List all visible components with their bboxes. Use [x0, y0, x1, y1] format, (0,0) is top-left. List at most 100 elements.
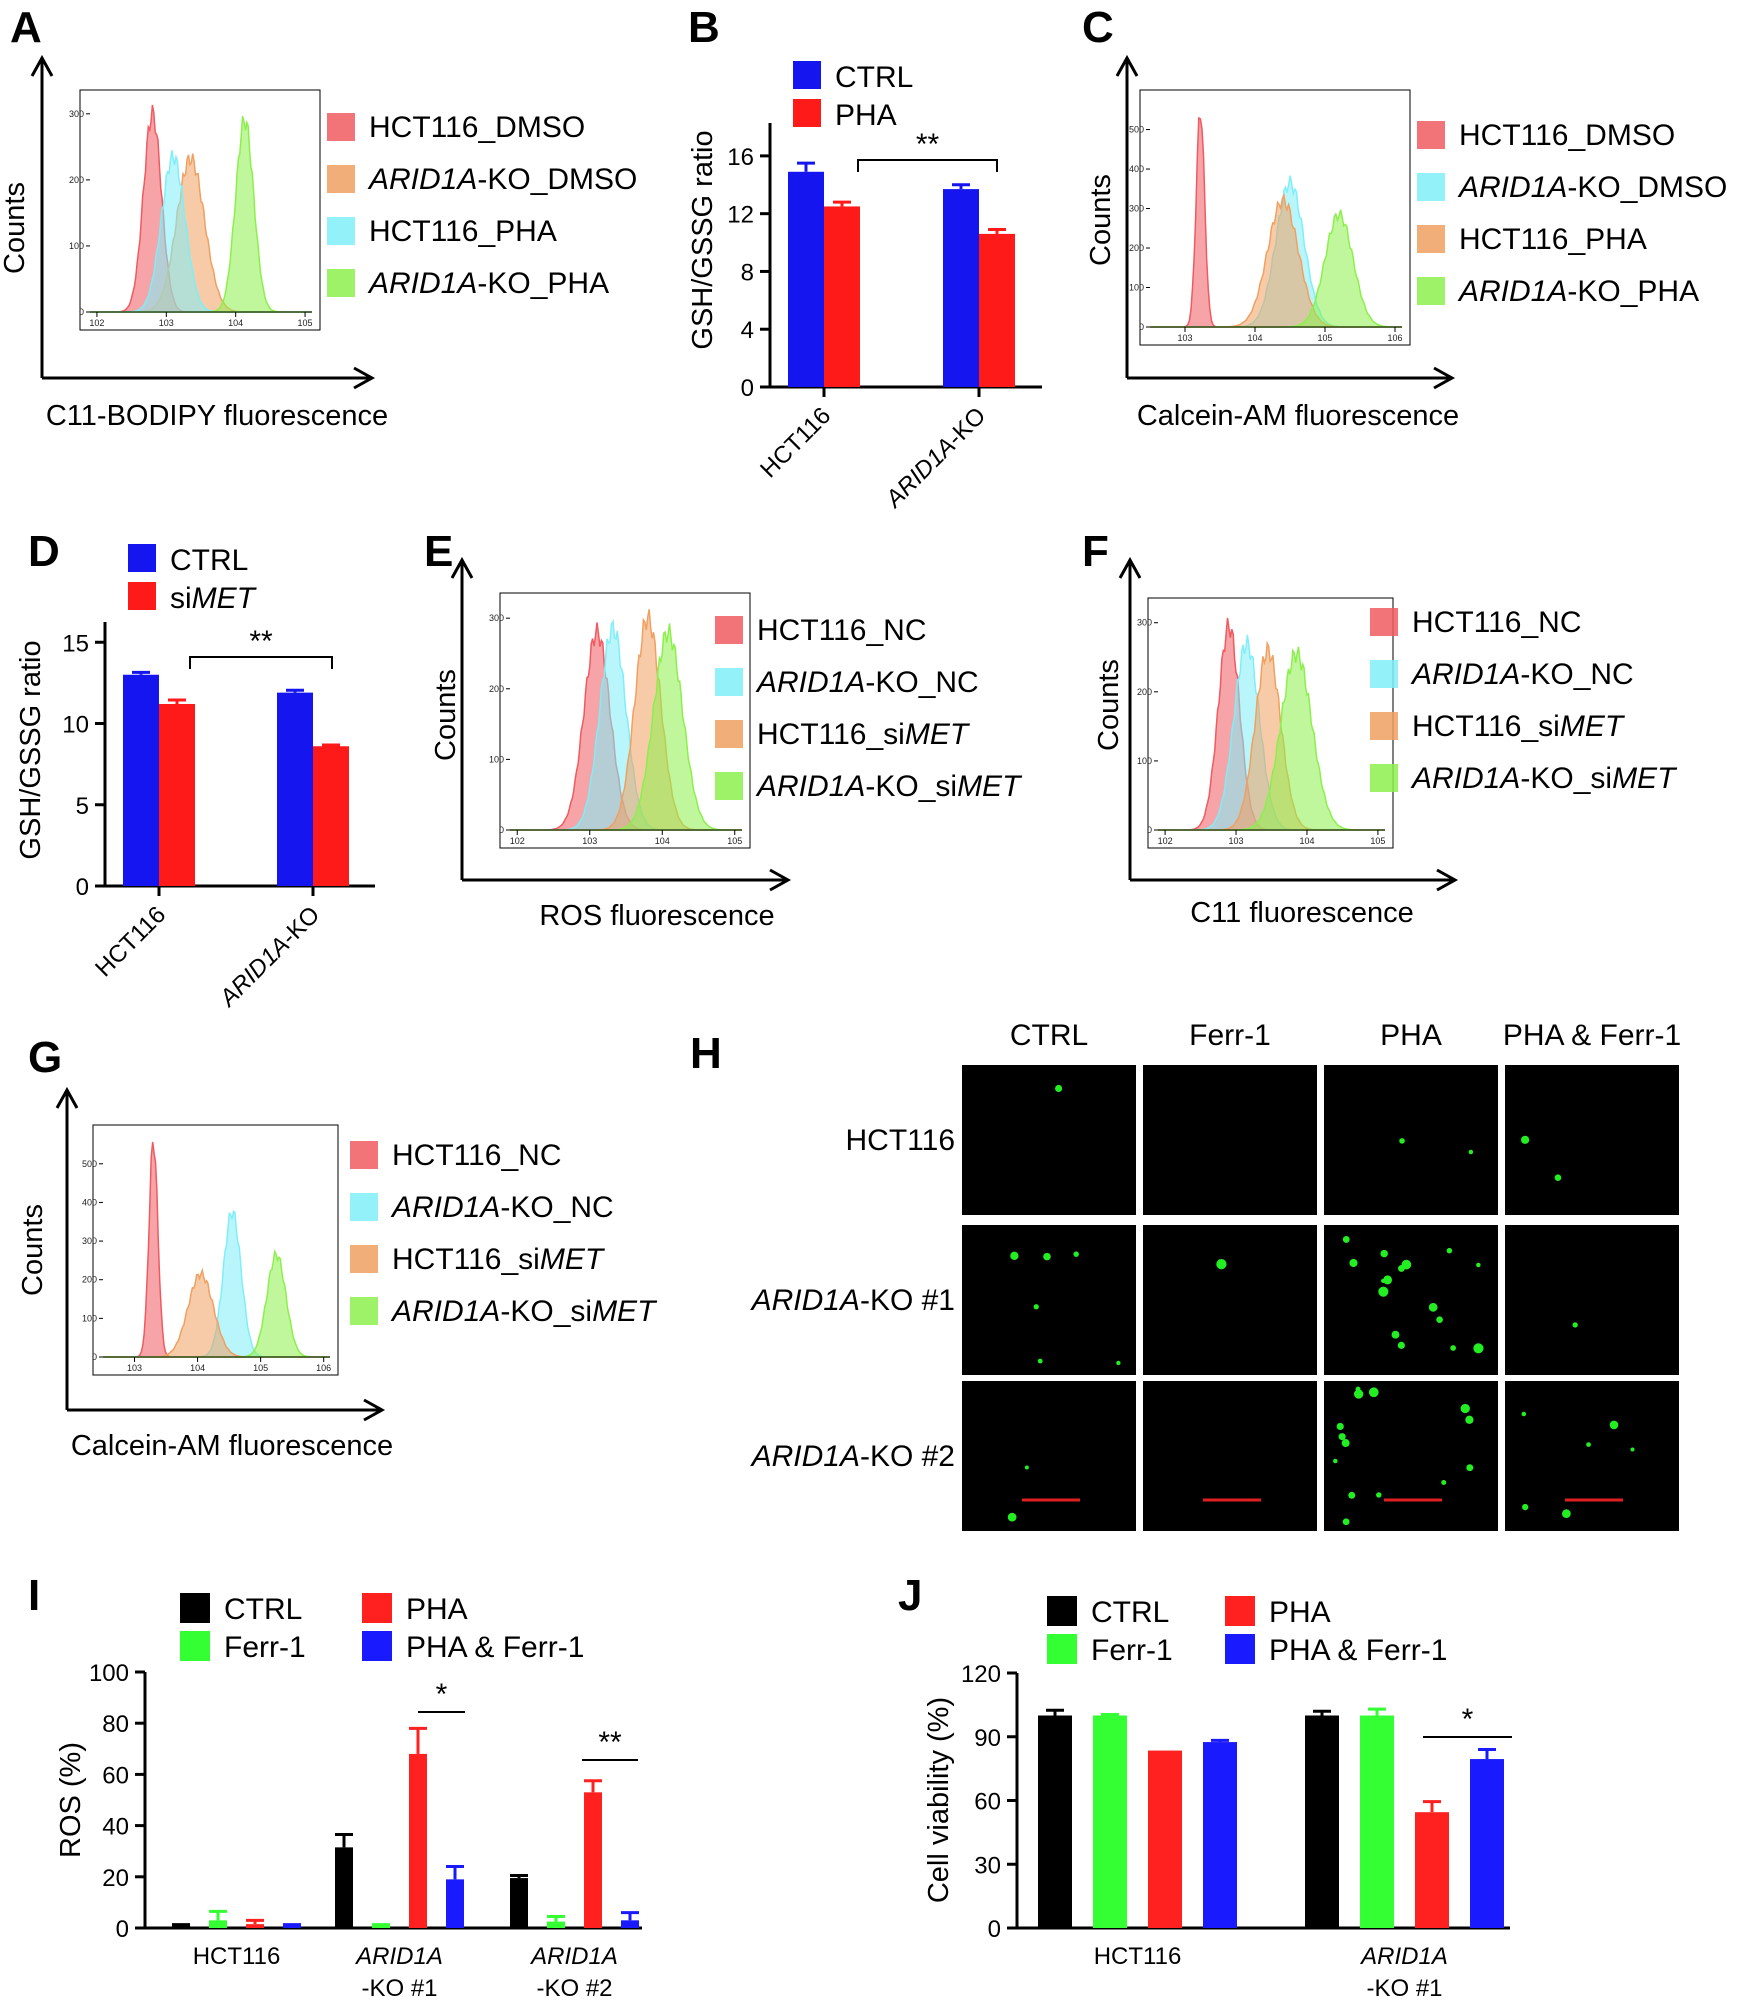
- x-axis-label: Calcein-AM fluorescence: [71, 1430, 393, 1462]
- row-label-text: -KO #1: [860, 1284, 955, 1317]
- fluorescent-cell: [1468, 1149, 1474, 1155]
- y-tick-label: 20: [102, 1865, 129, 1892]
- legend-swatch: [1417, 173, 1445, 201]
- fluorescent-cell: [1355, 1386, 1361, 1392]
- y-tick-label: 100: [1129, 283, 1144, 293]
- legend-label-text: HCT116_PHA: [1459, 223, 1647, 256]
- y-tick-label: 0: [741, 375, 754, 402]
- y-tick-label: 8: [741, 259, 754, 286]
- fluorescent-cell: [1378, 1286, 1389, 1297]
- legend-label: ARID1A-KO_PHA: [1457, 275, 1699, 308]
- x-axis-label: ROS fluorescence: [539, 900, 774, 932]
- legend-swatch: [327, 165, 355, 193]
- y-tick-label: 0: [92, 1352, 97, 1362]
- legend-label-text: HCT116_si: [392, 1243, 540, 1276]
- x-tick-label: HCT116: [193, 1943, 281, 1970]
- legend-swatch: [793, 99, 821, 127]
- fluorescent-cell: [1043, 1252, 1051, 1261]
- y-tick-label: 0: [1139, 322, 1144, 332]
- bar-PHA & Ferr-1: [283, 1925, 301, 1928]
- micrograph-image: [1324, 1381, 1498, 1531]
- legend-swatch: [362, 1593, 392, 1623]
- legend-label: ARID1A-KO_NC: [755, 666, 979, 699]
- x-tick-label-line2: -KO #2: [536, 1975, 612, 2002]
- bar-CTRL: [277, 692, 313, 886]
- y-tick-label: 10: [62, 712, 89, 739]
- fluorescent-cell: [1342, 1518, 1350, 1526]
- legend-swatch: [327, 269, 355, 297]
- panel-E: E 102 103 104 105 0 100 200 300 ROS fluorescence C…: [424, 527, 1023, 932]
- x-tick-label: 104: [190, 1363, 205, 1373]
- bar-PHA: [409, 1753, 427, 1928]
- legend-label-italic: ARID1A: [367, 163, 477, 196]
- x-tick-label: 103: [159, 318, 174, 328]
- y-tick-label: 4: [741, 317, 754, 344]
- y-tick-label: 0: [116, 1916, 129, 1943]
- legend-label: HCT116_DMSO: [1459, 119, 1675, 152]
- fluorescent-cell: [1024, 1465, 1029, 1470]
- y-tick-label: 300: [82, 1236, 97, 1246]
- fluorescent-cell: [1073, 1251, 1079, 1257]
- x-tick-label: 104: [1299, 836, 1314, 846]
- x-axis-label: C11-BODIPY fluorescence: [46, 400, 388, 432]
- hist-x-arrow: [363, 1398, 386, 1422]
- fluorescent-cell: [1341, 1439, 1350, 1448]
- bar-Ferr-1: [209, 1920, 227, 1928]
- panel-letter-C: C: [1082, 3, 1114, 52]
- legend-swatch: [350, 1245, 378, 1273]
- significance-label: *: [436, 1678, 448, 1711]
- legend-label: ARID1A-KO_PHA: [367, 267, 609, 300]
- bar-PHA: [246, 1924, 264, 1928]
- fluorescent-cell: [1554, 1174, 1562, 1182]
- legend-label: ARID1A-KO_siMET: [1410, 762, 1678, 795]
- y-tick-label: 100: [1137, 756, 1152, 766]
- legend-label: siMET: [170, 582, 258, 615]
- legend-swatch: [128, 582, 156, 610]
- y-axis-label: Counts: [1093, 659, 1125, 751]
- fluorescent-cell: [1055, 1084, 1063, 1093]
- fluorescent-cell: [1522, 1503, 1529, 1511]
- y-tick-label: 500: [82, 1159, 97, 1169]
- bar-PHA & Ferr-1: [1470, 1759, 1504, 1928]
- legend-label-italic2: MET: [905, 718, 971, 751]
- fluorescent-cell: [1397, 1341, 1405, 1349]
- fluorescent-cell: [1383, 1275, 1393, 1285]
- y-axis-label: Counts: [0, 182, 31, 274]
- legend-label-italic: ARID1A: [390, 1191, 500, 1224]
- panel-A: A 102 103 104 105 0 100 200 300 C11-BODIPY fluore…: [0, 3, 637, 432]
- x-tick-label: 103: [127, 1363, 142, 1373]
- micrograph-image: [1143, 1381, 1317, 1531]
- fluorescent-cell: [1399, 1138, 1405, 1144]
- x-axis-label: Calcein-AM fluorescence: [1137, 400, 1459, 432]
- micrograph-image: [1143, 1065, 1317, 1215]
- column-label: Ferr-1: [1189, 1019, 1271, 1052]
- y-tick-label: 100: [89, 1660, 129, 1687]
- bar-Ferr-1: [1360, 1715, 1394, 1928]
- y-axis-label: Counts: [1085, 174, 1117, 266]
- hist-y-arrow: [55, 1086, 79, 1109]
- significance-bracket: [189, 656, 333, 669]
- fluorescent-cell: [1010, 1251, 1019, 1260]
- legend-label-text: HCT116_DMSO: [1459, 119, 1675, 152]
- panel-letter-B: B: [688, 3, 720, 52]
- x-tick-label: 104: [1247, 333, 1262, 343]
- legend-label: HCT116_PHA: [1459, 223, 1647, 256]
- legend-label: HCT116_siMET: [392, 1243, 606, 1276]
- fluorescent-cell: [1033, 1304, 1039, 1310]
- fluorescent-cell: [1521, 1411, 1527, 1417]
- legend-swatch: [350, 1141, 378, 1169]
- legend-swatch: [180, 1631, 210, 1661]
- panel-G: G 103 104 105 106 0 100 200 300 400 500 Calcein-AM …: [17, 1033, 658, 1462]
- hist-y-arrow: [1115, 54, 1139, 77]
- legend-label-text: si: [170, 582, 192, 615]
- micrograph-image: [962, 1225, 1136, 1375]
- x-tick-label: 106: [1387, 333, 1402, 343]
- y-tick-label: 80: [102, 1711, 129, 1738]
- x-tick-label: 104: [655, 836, 670, 846]
- legend-label-text: -KO_si: [865, 770, 957, 803]
- legend-label: CTRL: [835, 61, 913, 94]
- legend-swatch: [715, 668, 743, 696]
- legend-swatch: [327, 217, 355, 245]
- x-tick-label: ARID1A: [1359, 1943, 1448, 1970]
- fluorescent-cell: [1397, 1264, 1405, 1272]
